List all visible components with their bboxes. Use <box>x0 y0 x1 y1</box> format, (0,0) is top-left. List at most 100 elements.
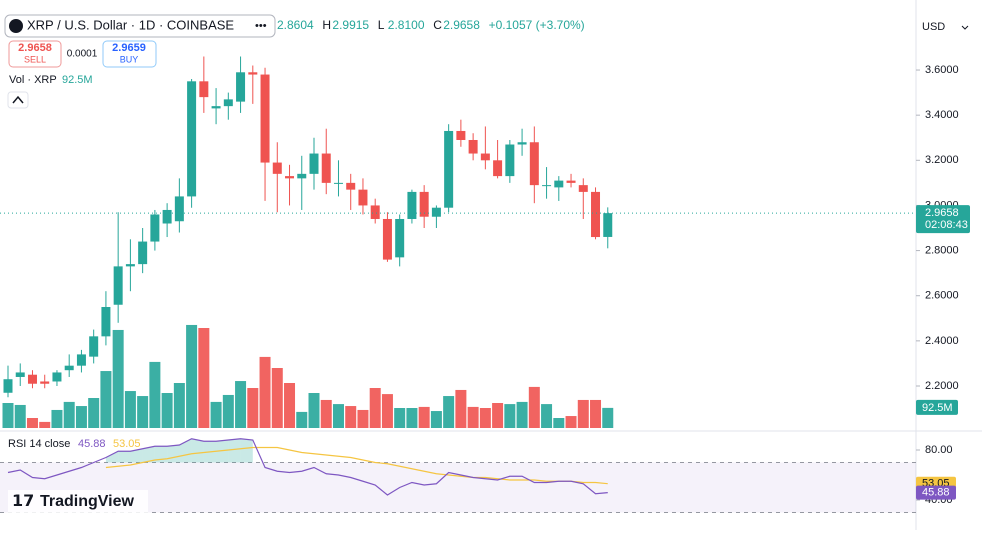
quote-item: 2.9915 <box>332 18 369 32</box>
candle-body <box>529 142 539 186</box>
candle-body <box>346 182 356 190</box>
last-price-box <box>916 205 970 234</box>
overbought-fill <box>154 446 168 463</box>
candle-body <box>578 185 588 192</box>
y-tick-label: 3.2000 <box>925 154 959 166</box>
quote-item: 2.8604 <box>277 18 314 32</box>
candle-body <box>211 106 221 109</box>
candle-body <box>480 153 490 161</box>
volume-bar <box>149 361 161 428</box>
candle-body <box>248 72 258 75</box>
volume-bar <box>173 383 185 428</box>
volume-bar <box>259 356 271 428</box>
more-button[interactable]: ••• <box>255 20 267 32</box>
brand-bg <box>8 490 148 514</box>
overbought-fill <box>130 448 143 463</box>
candle-body <box>333 182 343 184</box>
volume-bar <box>443 396 455 428</box>
overbought-fill <box>167 445 180 463</box>
volume-bar <box>553 418 565 428</box>
volume-bar <box>418 406 430 428</box>
candle-body <box>395 218 405 258</box>
volume-bar <box>186 324 198 428</box>
quote-item: H <box>322 18 331 32</box>
quote-item: 2.9658 <box>443 18 480 32</box>
candle-body <box>542 185 552 187</box>
volume-bar <box>516 401 528 428</box>
volume-bar <box>100 371 112 428</box>
collapse-icon <box>12 95 24 104</box>
candle-body <box>199 81 209 98</box>
candle-body <box>493 160 503 177</box>
candle-body <box>370 205 380 219</box>
candle-body <box>187 81 197 197</box>
sell-button[interactable] <box>8 40 62 68</box>
candle-body <box>444 130 454 208</box>
collapse-button[interactable] <box>7 91 29 109</box>
quote-item: +0.1057 (+3.70%) <box>489 18 585 32</box>
y-tick-label: 2.2000 <box>925 380 959 392</box>
volume-bar <box>2 403 14 428</box>
volume-bar <box>541 404 553 428</box>
volume-bar <box>75 406 87 428</box>
candle-body <box>566 180 576 183</box>
candle-body <box>309 153 319 174</box>
rsi-line <box>7 438 608 496</box>
candle-body <box>52 372 62 382</box>
candle-body <box>505 144 515 177</box>
volume-bar <box>577 399 589 428</box>
volume-legend-label: Vol · XRP <box>9 74 57 86</box>
overbought-fill <box>216 440 229 463</box>
candle-body <box>236 72 246 102</box>
y-tick-label: 80.00 <box>925 444 953 456</box>
candle-body <box>76 354 86 366</box>
rsi-value-label: 45.88 <box>922 487 950 499</box>
candle-body <box>138 241 148 265</box>
spread: 0.0001 <box>67 49 98 60</box>
candle-body <box>431 207 441 217</box>
candle-body <box>272 162 282 174</box>
buy-button[interactable] <box>102 40 157 68</box>
buy-label: BUY <box>120 54 139 64</box>
volume-bar <box>39 421 51 428</box>
candle-body <box>27 374 37 384</box>
volume-bar <box>430 411 442 428</box>
candle-body <box>591 191 601 238</box>
sell-label: SELL <box>24 54 46 64</box>
rsi-legend-label: RSI 14 close <box>8 438 70 450</box>
candle-body <box>125 264 135 267</box>
volume-bar <box>284 383 296 428</box>
candle-body <box>64 365 74 371</box>
candle-body <box>260 74 270 163</box>
buy-price: 2.9659 <box>112 42 146 54</box>
y-tick-label: 3.4000 <box>925 109 959 121</box>
currency-caret <box>961 25 969 30</box>
volume-bar <box>308 393 320 428</box>
candle-body <box>174 196 184 222</box>
candle-body <box>162 209 172 224</box>
volume-bar <box>565 416 577 428</box>
quote-item: C <box>433 18 442 32</box>
currency[interactable]: USD <box>922 21 945 33</box>
overbought-fill <box>191 438 204 463</box>
y-tick-label: 2.4000 <box>925 335 959 347</box>
volume-bar <box>357 409 369 428</box>
candle-body <box>419 191 429 217</box>
quote-item: L <box>378 18 385 32</box>
volume-bar <box>602 407 614 428</box>
sell-price: 2.9658 <box>18 42 52 54</box>
overbought-fill <box>105 451 119 463</box>
candle-body <box>382 218 392 260</box>
candle-body <box>468 139 478 154</box>
volume-bar <box>271 368 283 428</box>
quote: 2.8604 H 2.9915 L 2.8100 C 2.9658 +0.1057 (+3.7… <box>277 18 585 32</box>
volume-bar <box>210 401 222 428</box>
volume-bar <box>124 391 136 428</box>
volume-bar <box>369 388 381 428</box>
candle-body <box>223 99 233 107</box>
y-tick-label: 2.6000 <box>925 290 959 302</box>
plot: 3.60003.40003.20003.00002.80002.60002.40… <box>0 56 970 513</box>
symbol-box[interactable] <box>4 14 276 38</box>
volume-bar <box>590 399 602 428</box>
candle-body <box>101 307 111 337</box>
